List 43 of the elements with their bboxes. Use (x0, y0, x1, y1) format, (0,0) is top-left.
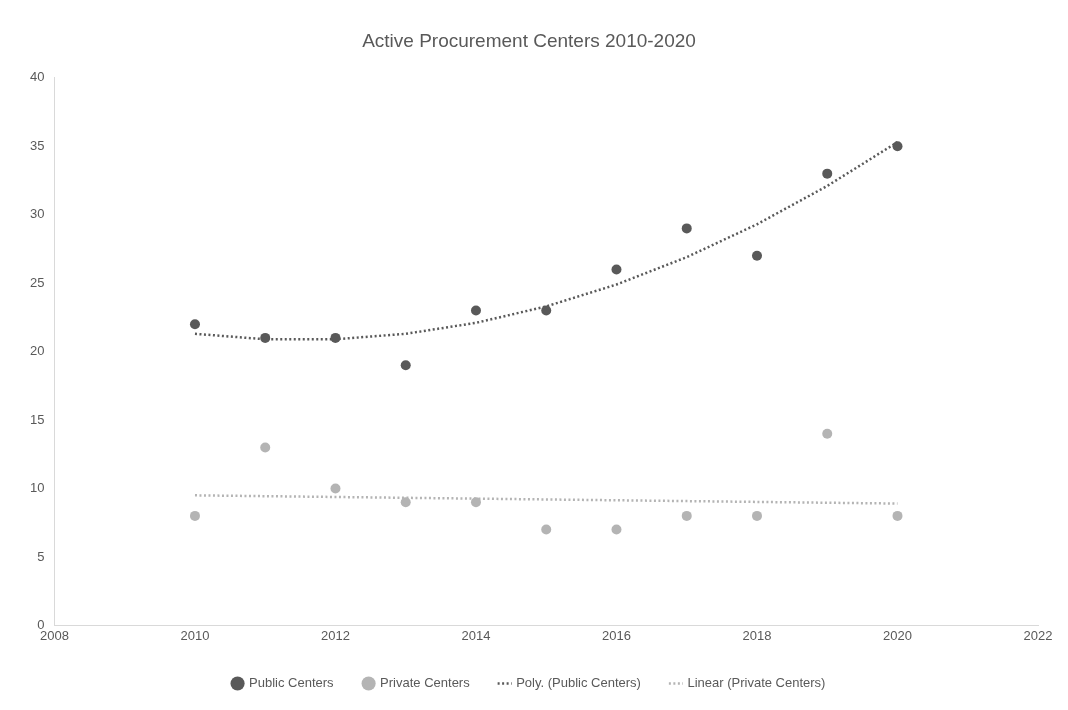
point (470, 497, 481, 508)
point (611, 524, 622, 535)
legend-label: Linear (Private Centers) (687, 675, 826, 691)
y-tick-label: 20 (29, 343, 45, 359)
point (260, 442, 271, 453)
point (822, 428, 833, 439)
point (611, 264, 622, 275)
point (541, 305, 552, 316)
x-tick-label: 2014 (461, 627, 491, 643)
x-tick-label: 2020 (883, 627, 912, 643)
point (681, 223, 692, 234)
point (189, 319, 200, 330)
y-tick-label: 25 (29, 274, 45, 290)
point (541, 524, 552, 535)
point (892, 510, 903, 521)
y-tick-label: 15 (29, 411, 45, 427)
y-tick-label: 35 (29, 137, 45, 153)
y-tick-label: 30 (29, 206, 45, 222)
point (189, 510, 200, 521)
y-tick-label: 5 (37, 548, 45, 564)
legend-label: Public Centers (249, 675, 335, 691)
point (400, 360, 411, 371)
y-tick-label: 0 (37, 616, 45, 632)
x-tick-label: 2016 (602, 627, 631, 643)
point (400, 497, 411, 508)
point (470, 305, 481, 316)
x-tick-label: 2022 (1023, 627, 1053, 643)
x-tick-label: 2018 (742, 627, 772, 643)
y-tick-label: 10 (29, 480, 45, 496)
legend-label: Private Centers (380, 675, 471, 691)
point (681, 510, 692, 521)
legend-label: Poly. (Public Centers) (516, 675, 641, 691)
y-tick-label: 40 (29, 69, 45, 85)
point (751, 510, 762, 521)
point (822, 168, 833, 179)
x-tick-label: 2012 (321, 627, 350, 643)
x-tick-label: 2010 (180, 627, 210, 643)
point (892, 141, 903, 152)
chart-title: Active Procurement Centers 2010-2020 (362, 29, 696, 51)
point (330, 332, 341, 343)
point (330, 483, 341, 494)
point (260, 332, 271, 343)
point (751, 250, 762, 261)
